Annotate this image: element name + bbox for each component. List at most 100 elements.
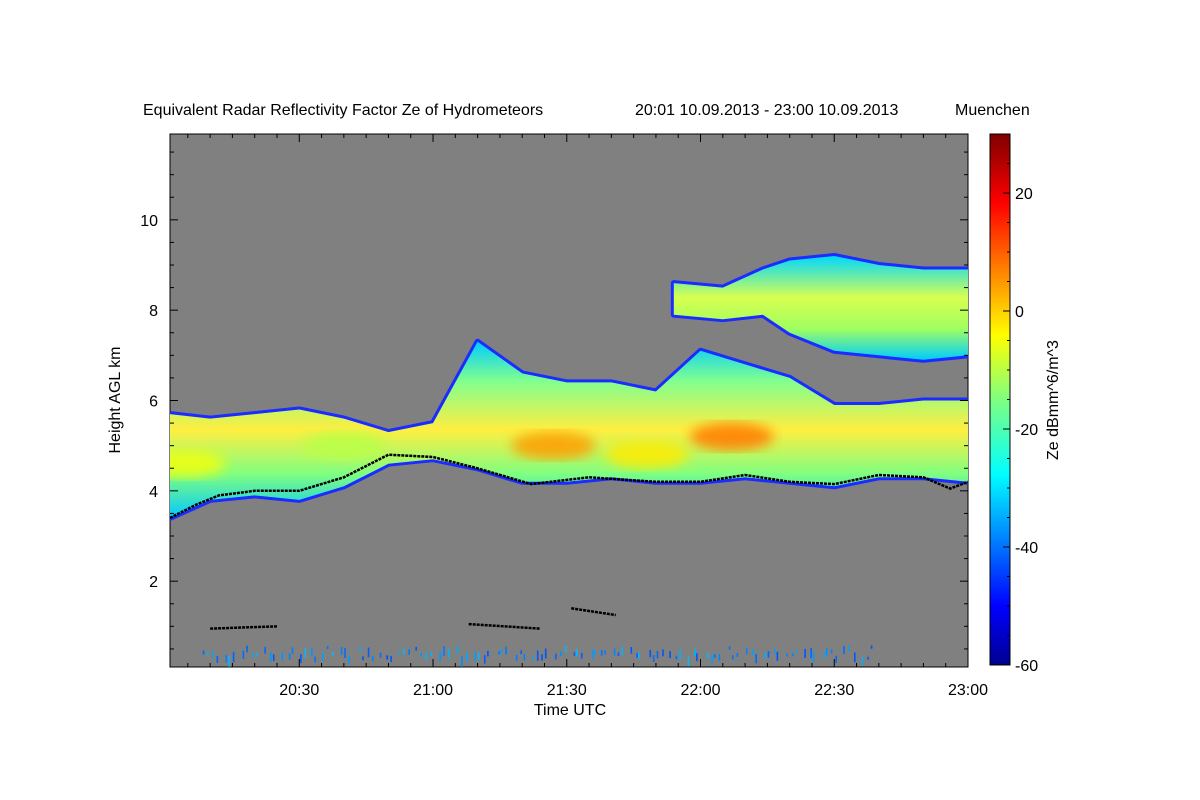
- near-surface-echo: [211, 652, 214, 658]
- x-axis-label: Time UTC: [534, 702, 606, 719]
- near-surface-echo: [498, 651, 500, 655]
- near-surface-echo: [675, 655, 678, 660]
- near-surface-echo: [746, 647, 748, 655]
- near-surface-echo: [304, 648, 307, 659]
- near-surface-echo: [372, 656, 374, 662]
- cloud-layer: [170, 341, 968, 518]
- x-tick-label: 21:30: [547, 682, 587, 699]
- near-surface-echo: [591, 649, 594, 660]
- near-surface-echo: [228, 656, 231, 667]
- near-surface-echo: [776, 651, 779, 661]
- near-surface-echo: [457, 645, 459, 654]
- near-surface-echo: [767, 651, 770, 658]
- near-surface-echo: [255, 652, 258, 657]
- near-surface-echo: [854, 652, 856, 663]
- near-surface-echo: [322, 652, 324, 661]
- near-surface-echo: [386, 655, 388, 660]
- colorbar-label: Ze dBmm^6/m^3: [1045, 340, 1062, 460]
- near-surface-echo: [536, 650, 539, 661]
- chart-station: Muenchen: [955, 102, 1030, 119]
- near-surface-echo: [736, 653, 739, 657]
- near-surface-echo: [810, 647, 812, 659]
- near-surface-echo: [718, 653, 721, 661]
- near-surface-echo: [420, 653, 422, 657]
- near-surface-echo: [581, 652, 583, 659]
- near-surface-echo: [515, 654, 518, 661]
- near-surface-echo: [291, 647, 294, 654]
- y-axis-label: Height AGL km: [107, 346, 124, 453]
- near-surface-echo: [520, 650, 522, 655]
- cloud-layer: [673, 256, 968, 360]
- near-surface-echo: [288, 653, 291, 660]
- near-surface-echo: [403, 648, 405, 655]
- near-surface-echo: [652, 655, 655, 662]
- x-tick-label: 22:00: [680, 682, 720, 699]
- near-surface-echo: [344, 647, 346, 659]
- near-surface-echo: [359, 647, 361, 652]
- near-surface-echo: [264, 646, 266, 654]
- low-level-detection: [571, 607, 616, 617]
- near-surface-echo: [500, 649, 503, 655]
- near-surface-echo: [706, 652, 709, 659]
- near-surface-echo: [408, 649, 410, 655]
- near-surface-echo: [390, 655, 392, 663]
- near-surface-echo: [835, 655, 837, 663]
- near-surface-echo: [604, 650, 606, 655]
- near-surface-echo: [484, 655, 486, 664]
- near-surface-echo: [487, 650, 489, 657]
- reflectivity-core: [605, 440, 690, 469]
- colorbar-tick-label: -20: [1015, 422, 1038, 439]
- near-surface-echo: [560, 651, 562, 657]
- near-surface-echo: [447, 648, 450, 659]
- reflectivity-core: [170, 449, 226, 478]
- low-level-detection: [210, 625, 278, 630]
- near-surface-echo: [870, 645, 873, 649]
- near-surface-echo: [613, 648, 616, 656]
- near-surface-echo: [425, 652, 427, 660]
- near-surface-echo: [774, 649, 776, 654]
- near-surface-echo: [823, 652, 826, 659]
- near-surface-echo: [656, 650, 659, 659]
- colorbar-ticks: 20 0 -20 -40 -60: [1003, 133, 1038, 675]
- x-tick-label: 22:30: [814, 682, 854, 699]
- reflectivity-core: [689, 422, 774, 451]
- near-surface-echo: [544, 648, 547, 659]
- near-surface-echo: [764, 652, 767, 659]
- near-surface-echo: [617, 652, 620, 657]
- near-surface-echo: [207, 651, 209, 655]
- near-surface-echo: [636, 652, 638, 658]
- near-surface-echo: [861, 656, 863, 666]
- near-surface-echo: [848, 646, 850, 651]
- near-surface-echo: [795, 650, 798, 654]
- near-surface-echo: [755, 654, 757, 664]
- near-surface-echo: [477, 652, 480, 660]
- cloud-base-line: [170, 453, 968, 520]
- near-surface-echo: [242, 650, 245, 659]
- near-surface-echo: [314, 656, 316, 663]
- colorbar-tick-label: 20: [1015, 186, 1033, 203]
- near-surface-echo: [732, 655, 734, 660]
- near-surface-echo: [662, 649, 664, 657]
- y-tick-label: 8: [149, 303, 158, 320]
- near-surface-echo: [272, 654, 275, 661]
- near-surface-echo: [523, 654, 526, 661]
- near-surface-echo: [300, 654, 302, 664]
- near-surface-echo: [340, 647, 343, 655]
- near-surface-echo: [246, 645, 248, 653]
- near-surface-echo: [474, 651, 477, 662]
- x-tick-label: 20:30: [279, 682, 319, 699]
- near-surface-echo: [649, 649, 652, 658]
- x-tick-label: 21:00: [413, 682, 453, 699]
- near-surface-echo: [541, 654, 543, 661]
- y-axis: 2 4 6 8 10: [140, 151, 968, 650]
- y-tick-label: 4: [149, 484, 158, 501]
- near-surface-echo: [630, 647, 633, 654]
- near-surface-echo: [713, 654, 716, 659]
- near-surface-echo: [326, 646, 329, 650]
- near-surface-echo: [679, 649, 682, 660]
- near-surface-echo: [362, 656, 364, 661]
- near-surface-echo: [694, 648, 696, 656]
- x-tick-label: 23:00: [948, 682, 988, 699]
- near-surface-echo: [505, 646, 507, 655]
